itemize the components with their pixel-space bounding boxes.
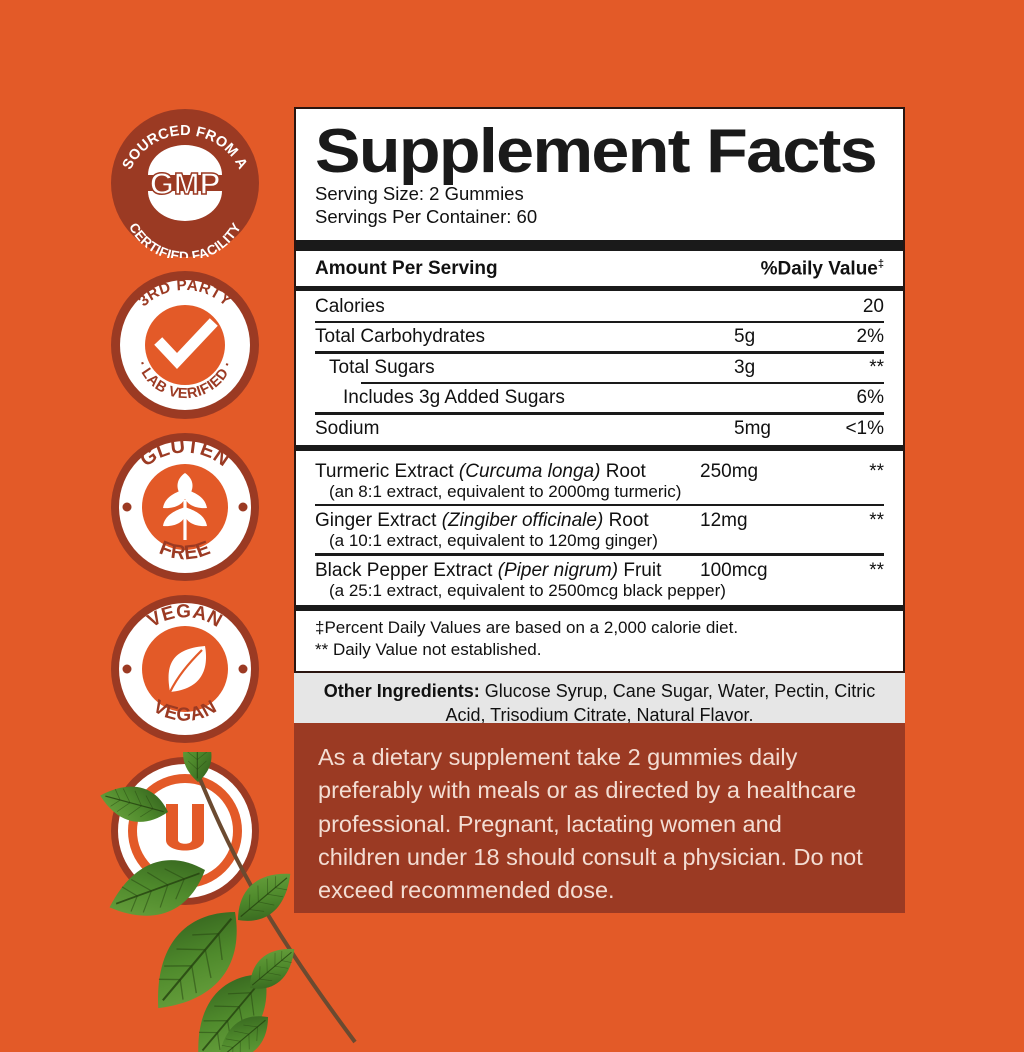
svg-text:GMP: GMP [150, 166, 221, 201]
